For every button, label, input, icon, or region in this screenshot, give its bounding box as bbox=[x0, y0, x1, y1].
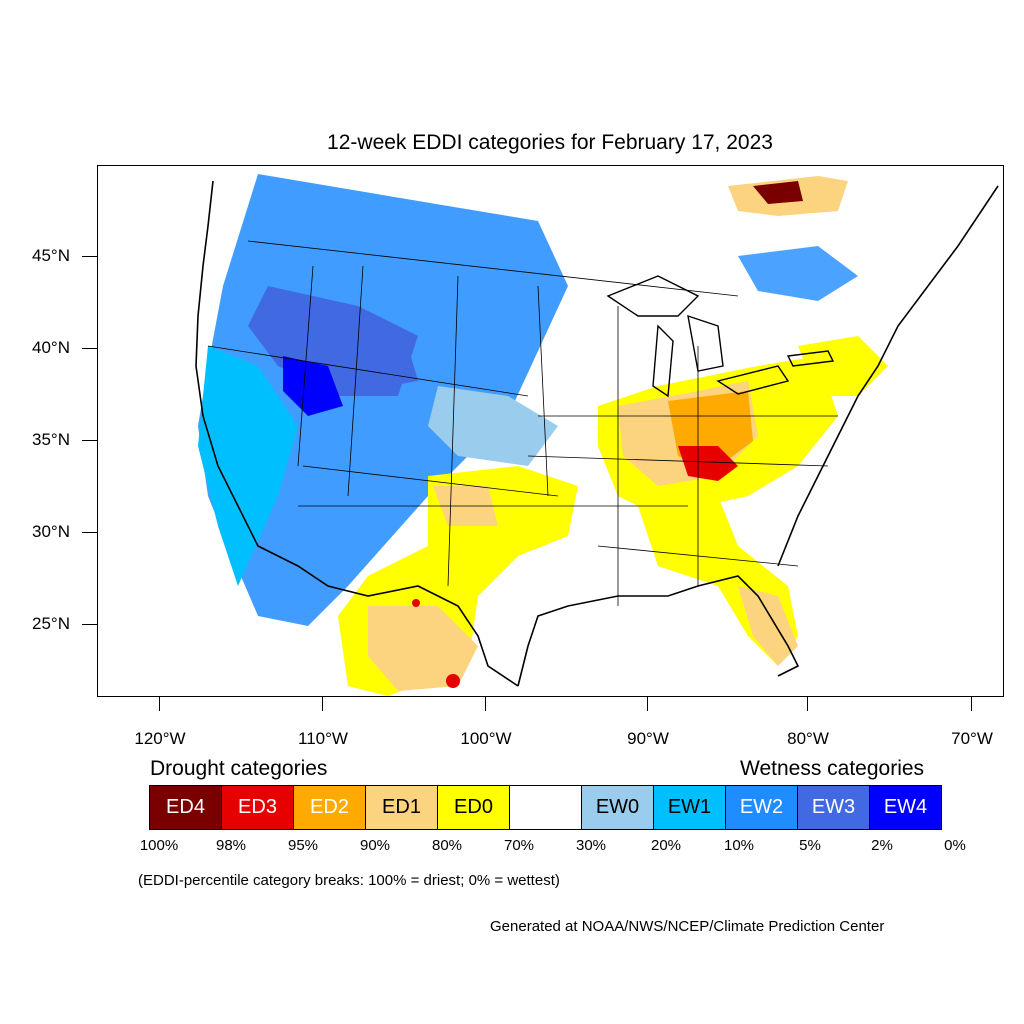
lon-tick bbox=[485, 697, 486, 711]
wetness-heading: Wetness categories bbox=[740, 757, 925, 780]
pct-break: 20% bbox=[650, 837, 682, 854]
legend-swatch-ed3: ED3 bbox=[221, 785, 294, 830]
ed3-spot-mexico bbox=[446, 674, 460, 688]
ed3-region-kentucky bbox=[678, 446, 738, 481]
lon-tick bbox=[322, 697, 323, 711]
ed1-region-florida bbox=[738, 586, 798, 666]
ed3-spot-texas bbox=[412, 599, 420, 607]
state-borders bbox=[207, 240, 838, 606]
lon-tick bbox=[647, 697, 648, 711]
lat-label-25: 25°N bbox=[32, 614, 70, 633]
pct-break: 0% bbox=[944, 837, 966, 854]
lat-label-30: 30°N bbox=[32, 522, 70, 541]
ew1-region-west bbox=[198, 346, 298, 586]
legend-swatch-neutral bbox=[509, 785, 582, 830]
great-lakes bbox=[606, 275, 835, 398]
lat-label-45: 45°N bbox=[32, 246, 70, 265]
lat-tick bbox=[82, 532, 97, 533]
pct-break: 70% bbox=[503, 837, 535, 854]
ed1-region-texas-mexico bbox=[368, 606, 478, 691]
wet-region-west bbox=[198, 174, 568, 626]
lon-label-80: 80°W bbox=[787, 729, 829, 748]
legend-swatch-ew4: EW4 bbox=[869, 785, 942, 830]
credit-line: Generated at NOAA/NWS/NCEP/Climate Predi… bbox=[490, 918, 885, 935]
map-canvas bbox=[195, 174, 999, 696]
drought-heading: Drought categories bbox=[150, 757, 328, 780]
pct-break: 30% bbox=[575, 837, 607, 854]
pct-break: 10% bbox=[723, 837, 755, 854]
pct-break: 5% bbox=[799, 837, 821, 854]
legend-swatch-ew2: EW2 bbox=[725, 785, 798, 830]
lat-tick bbox=[82, 348, 97, 349]
legend-swatch-ew3: EW3 bbox=[797, 785, 870, 830]
map-title: 12-week EDDI categories for February 17,… bbox=[327, 131, 773, 154]
pct-break: 90% bbox=[359, 837, 391, 854]
lon-label-120: 120°W bbox=[134, 729, 186, 748]
eddi-map bbox=[97, 165, 1004, 697]
pct-break: 98% bbox=[215, 837, 247, 854]
pct-break: 100% bbox=[139, 837, 179, 854]
lat-tick bbox=[82, 440, 97, 441]
legend-swatch-ed1: ED1 bbox=[365, 785, 438, 830]
category-note: (EDDI-percentile category breaks: 100% =… bbox=[138, 872, 560, 889]
ew0-region-plains bbox=[428, 386, 558, 466]
pct-break: 95% bbox=[287, 837, 319, 854]
lon-label-90: 90°W bbox=[627, 729, 669, 748]
lon-label-110: 110°W bbox=[298, 729, 348, 748]
lon-tick bbox=[807, 697, 808, 711]
pct-break: 2% bbox=[871, 837, 893, 854]
coastlines bbox=[195, 180, 999, 687]
ew3-region-wyoming bbox=[363, 341, 418, 388]
lon-tick bbox=[159, 697, 160, 711]
legend-swatch-ed0: ED0 bbox=[437, 785, 510, 830]
legend-swatch-ew1: EW1 bbox=[653, 785, 726, 830]
pct-break: 80% bbox=[431, 837, 463, 854]
legend-swatch-ed4: ED4 bbox=[149, 785, 222, 830]
legend-swatch-ew0: EW0 bbox=[581, 785, 654, 830]
lon-label-70: 70°W bbox=[951, 729, 993, 748]
ew4-region-great-basin bbox=[283, 356, 343, 416]
ew2-region-quebec bbox=[738, 246, 858, 301]
lat-tick bbox=[82, 624, 97, 625]
legend-color-bar: ED4 ED3 ED2 ED1 ED0 EW0 EW1 EW2 EW3 EW4 bbox=[149, 785, 942, 830]
lon-tick bbox=[971, 697, 972, 711]
lat-tick bbox=[82, 256, 97, 257]
lon-label-100: 100°W bbox=[460, 729, 512, 748]
ed0-region-northeast bbox=[798, 336, 888, 396]
lat-label-40: 40°N bbox=[32, 338, 70, 357]
lat-label-35: 35°N bbox=[32, 430, 70, 449]
ed4-region-ontario bbox=[753, 181, 803, 204]
legend-swatch-ed2: ED2 bbox=[293, 785, 366, 830]
